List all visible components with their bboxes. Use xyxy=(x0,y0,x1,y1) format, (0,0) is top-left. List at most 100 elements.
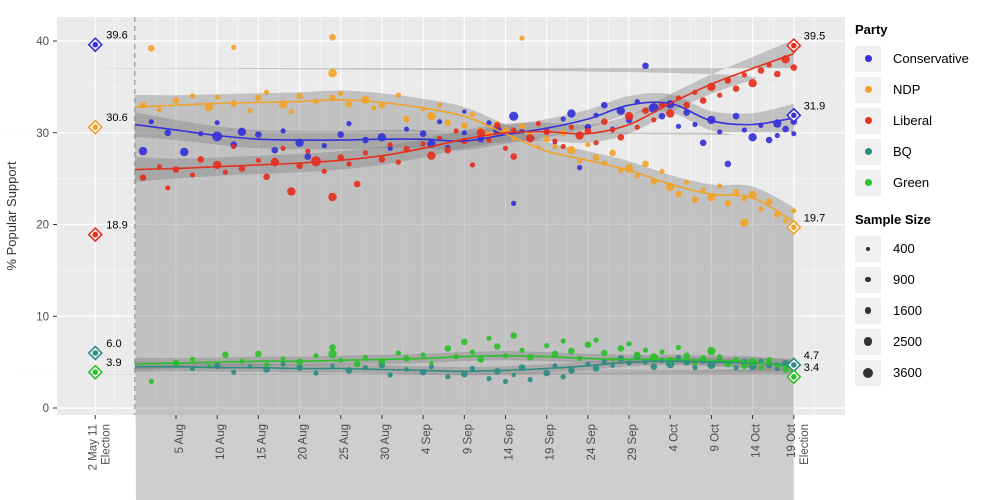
legend-label: 2500 xyxy=(893,334,922,349)
legend-item-ndp: NDP xyxy=(855,74,1000,105)
data-point-conservative xyxy=(692,121,698,128)
legend-label: Liberal xyxy=(893,113,933,128)
legend-item-bq: BQ xyxy=(855,136,1000,167)
data-point-ndp xyxy=(172,97,180,104)
data-point-liberal xyxy=(774,70,781,78)
data-point-liberal xyxy=(552,138,558,144)
data-point-bq xyxy=(502,378,509,384)
data-point-green xyxy=(313,353,319,359)
data-point-liberal xyxy=(526,134,535,143)
election-2011-value-label: 39.6 xyxy=(106,30,127,42)
trend-line-ndp xyxy=(134,98,795,223)
data-point-liberal xyxy=(469,162,476,168)
x-tick-label: 4 Oct xyxy=(668,423,680,451)
election-2015-value-label: 39.5 xyxy=(804,31,825,43)
data-point-liberal xyxy=(624,112,634,121)
data-point-bq xyxy=(560,374,566,380)
election-2011-value-label: 30.6 xyxy=(106,112,127,124)
data-point-bq xyxy=(461,370,468,378)
data-point-conservative xyxy=(782,125,789,133)
data-point-liberal xyxy=(287,187,296,196)
size-dot-icon xyxy=(866,246,870,251)
data-point-conservative xyxy=(748,133,757,142)
x-tick-label: 5 Aug xyxy=(174,424,186,453)
data-point-green xyxy=(593,337,599,343)
data-point-conservative xyxy=(658,112,666,120)
data-point-liberal xyxy=(568,124,575,130)
data-point-ndp xyxy=(552,143,558,150)
data-point-bq xyxy=(568,367,575,374)
data-point-bq xyxy=(774,365,780,372)
data-point-green xyxy=(469,349,476,355)
data-point-bq xyxy=(552,363,558,369)
data-point-bq xyxy=(330,363,335,368)
data-point-liberal xyxy=(757,67,765,74)
data-point-ndp xyxy=(395,92,401,98)
data-point-ndp xyxy=(758,206,764,212)
data-point-green xyxy=(461,338,468,346)
election-2011-value-label: 18.9 xyxy=(106,220,127,232)
data-point-ndp xyxy=(345,101,353,108)
data-point-liberal xyxy=(494,122,501,129)
data-point-conservative xyxy=(437,119,443,125)
legend-item-green: Green xyxy=(855,167,1000,198)
data-point-green xyxy=(395,350,401,356)
data-point-liberal xyxy=(748,79,757,88)
legend-item-liberal: Liberal xyxy=(855,105,1000,136)
data-point-ndp xyxy=(231,44,237,51)
data-point-ndp xyxy=(585,142,591,148)
data-point-liberal xyxy=(790,64,798,71)
data-point-green xyxy=(551,350,559,358)
data-point-green xyxy=(526,354,534,361)
data-point-conservative xyxy=(419,130,427,137)
x-tick-label: 25 Aug xyxy=(339,424,351,460)
data-point-conservative xyxy=(280,128,286,134)
ndp-dot-icon xyxy=(864,86,872,93)
legend: Party Conservative NDP Liberal BQ Green … xyxy=(855,22,1000,388)
data-point-ndp xyxy=(437,102,443,108)
data-point-bq xyxy=(428,364,434,370)
data-point-liberal xyxy=(617,134,625,141)
data-point-green xyxy=(510,332,517,339)
data-point-conservative xyxy=(255,131,262,138)
data-point-liberal xyxy=(346,161,352,167)
x-tick-label: 30 Aug xyxy=(380,424,392,460)
data-point-ndp xyxy=(642,160,649,168)
data-point-conservative xyxy=(237,127,247,136)
data-point-liberal xyxy=(444,146,452,154)
data-point-ndp xyxy=(189,93,196,99)
data-point-ndp xyxy=(156,107,163,113)
data-point-liberal xyxy=(575,131,584,140)
data-point-bq xyxy=(387,372,393,378)
data-point-liberal xyxy=(311,156,321,167)
data-point-ndp xyxy=(791,208,797,214)
data-point-conservative xyxy=(461,130,467,136)
legend-size-item: 1600 xyxy=(855,295,1000,326)
data-point-conservative xyxy=(577,165,583,171)
data-point-conservative xyxy=(511,200,517,206)
data-point-ndp xyxy=(371,105,377,111)
trend-line-conservative xyxy=(134,101,794,142)
data-point-ndp xyxy=(329,34,336,41)
data-point-conservative xyxy=(675,123,682,129)
data-point-liberal xyxy=(197,156,204,163)
liberal-dot-icon xyxy=(864,117,872,124)
x-tick-label: 14 Oct xyxy=(751,423,763,458)
conservative-dot-icon xyxy=(864,55,872,62)
data-point-conservative xyxy=(304,153,312,160)
data-point-liberal xyxy=(510,153,517,160)
data-point-ndp xyxy=(783,218,789,224)
data-point-bq xyxy=(733,365,739,371)
data-point-ndp xyxy=(469,111,476,117)
legend-label: BQ xyxy=(893,144,912,159)
x-tick-label: 19 Sep xyxy=(545,424,557,460)
data-point-ndp xyxy=(328,68,337,78)
data-point-ndp xyxy=(684,179,690,185)
data-point-ndp xyxy=(577,158,583,164)
trend-line-liberal xyxy=(134,53,795,171)
data-point-conservative xyxy=(148,119,154,125)
data-point-liberal xyxy=(634,124,640,130)
data-point-green xyxy=(659,349,665,355)
data-point-green xyxy=(741,362,748,370)
